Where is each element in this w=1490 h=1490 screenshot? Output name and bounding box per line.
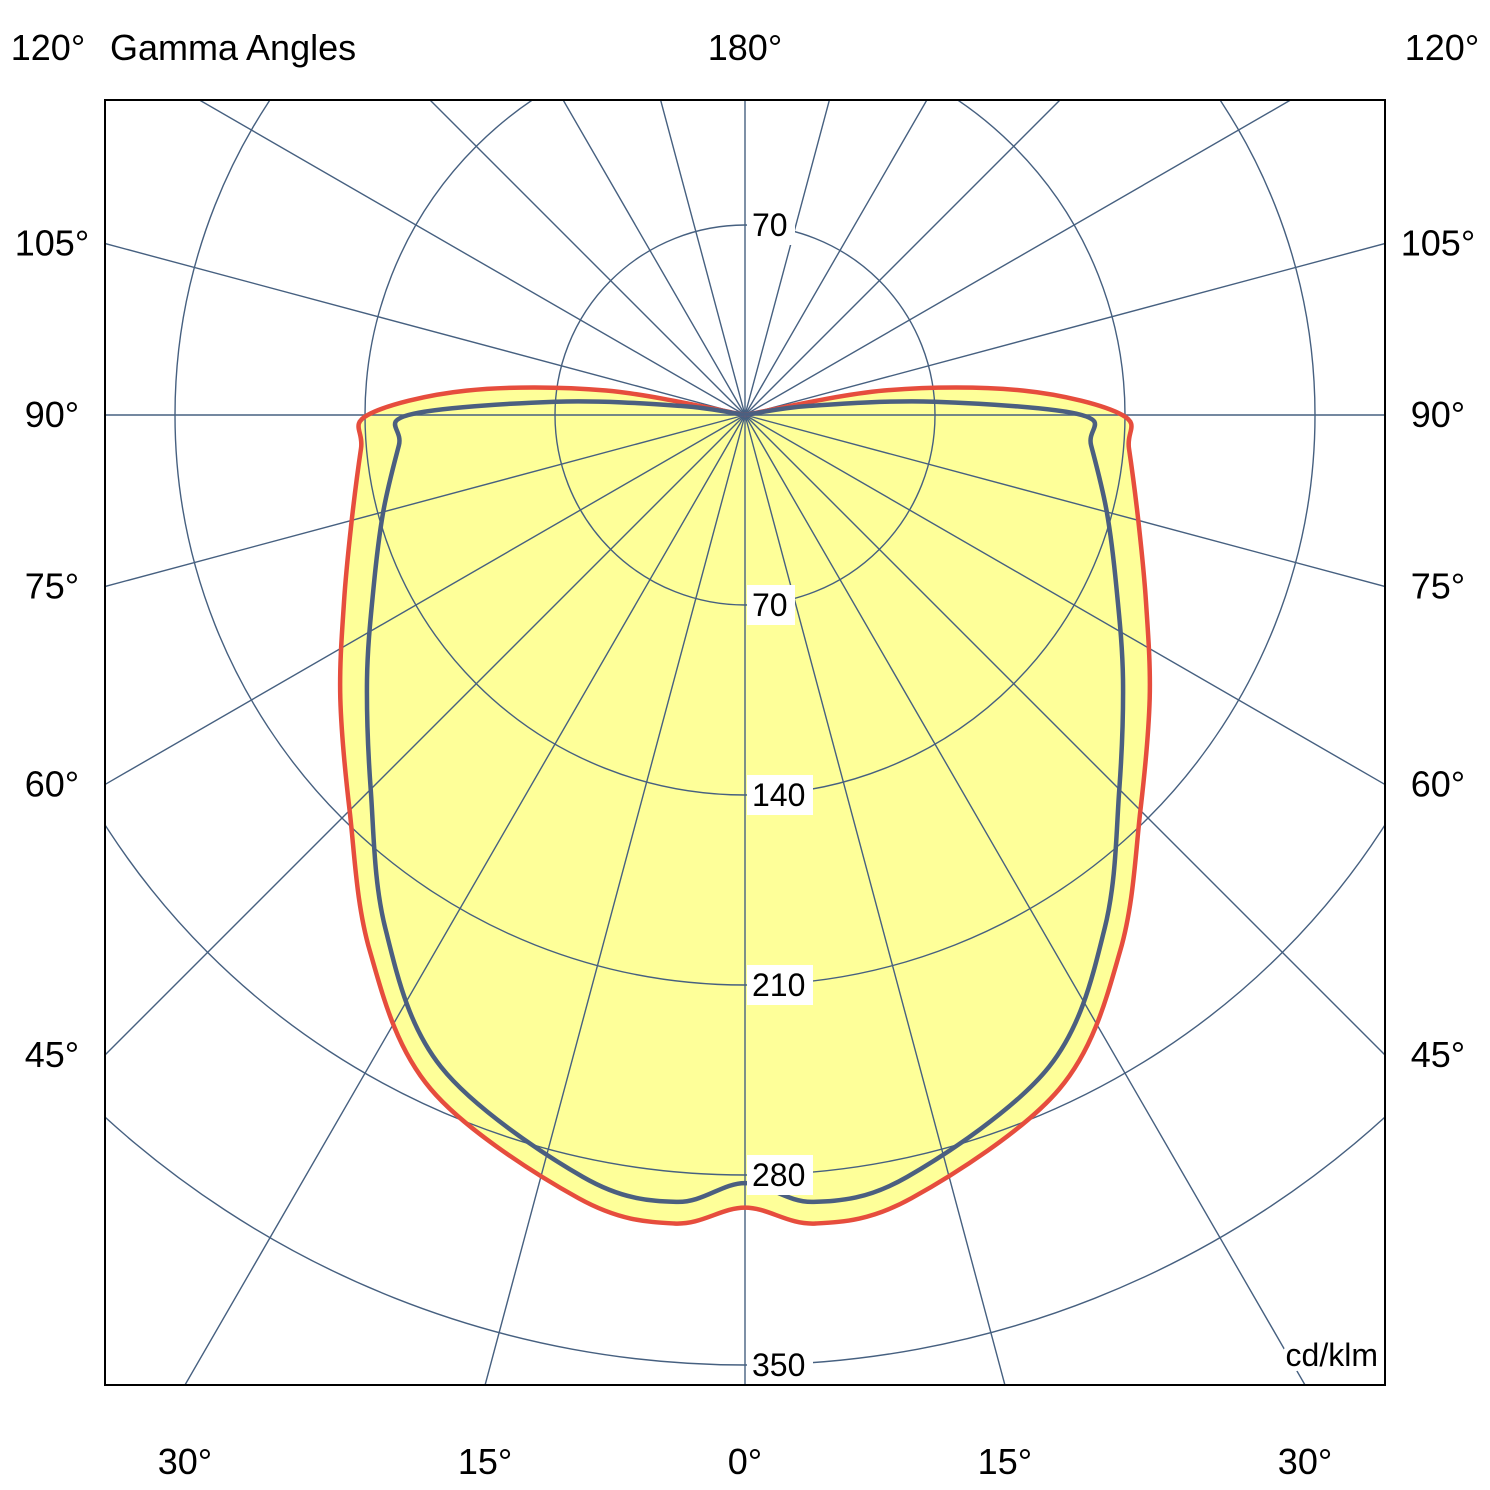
angle-labels-layer: 120° 180° 120° 105° 105° 90° 90° 75° 75° 60° 60° 45…: [11, 27, 1479, 1482]
gamma-angle-label-left: 45°: [25, 1034, 79, 1075]
curve-c0-c180: [337, 385, 1153, 1226]
ring-label-bg: [747, 585, 795, 625]
grid-radial-line: [744, 100, 928, 416]
gamma-angle-label-right: 45°: [1411, 1034, 1465, 1075]
gamma-angle-label-top: 120°: [1405, 27, 1479, 68]
gamma-angle-label-right: 75°: [1411, 565, 1465, 606]
ring-labels-layer: 70 140 210 280 350 70: [747, 205, 813, 1385]
gamma-angle-label-bottom: 30°: [158, 1441, 212, 1482]
grid-radial-line: [744, 100, 1061, 416]
gamma-angle-label-left: 105°: [15, 223, 89, 264]
gamma-angle-label-right: 105°: [1401, 223, 1475, 264]
ring-label-bg: [747, 205, 795, 245]
gamma-angle-label-top: 180°: [708, 27, 782, 68]
grid-radial-line: [744, 242, 1385, 416]
ring-label: 140: [752, 777, 805, 813]
gamma-angle-label-left: 60°: [25, 764, 79, 805]
ring-label-bg: [747, 775, 813, 815]
gamma-angle-label-left: 75°: [25, 565, 79, 606]
grid-radial-line: [429, 100, 746, 416]
grid-radial-line: [105, 414, 746, 588]
gamma-angle-label-left: 90°: [25, 394, 79, 435]
grid-radial-line: [659, 100, 746, 416]
intensity-curves-layer: [337, 385, 1153, 1226]
gamma-angle-label-bottom: 15°: [978, 1441, 1032, 1482]
gamma-angle-label-bottom: 15°: [458, 1441, 512, 1482]
grid-radial-line: [744, 414, 1385, 588]
curve-c90-c270: [364, 399, 1126, 1205]
grid-radial-line: [744, 414, 1385, 786]
gamma-angle-label-top: 120°: [11, 27, 85, 68]
ring-label-bg: [747, 1345, 813, 1385]
gamma-angle-label-right: 90°: [1411, 394, 1465, 435]
grid-radial-line: [744, 414, 1006, 1385]
grid-radial-line: [744, 100, 1292, 416]
ring-label: 70: [752, 207, 788, 243]
ring-label: 280: [752, 1157, 805, 1193]
ring-label-bg: [747, 1155, 813, 1195]
grid-radial-line: [184, 414, 746, 1385]
unit-label: cd/klm: [1286, 1337, 1378, 1373]
ring-label: 210: [752, 967, 805, 1003]
gamma-angle-label-right: 60°: [1411, 764, 1465, 805]
gamma-angle-label-bottom: 0°: [728, 1441, 762, 1482]
chart-title: Gamma Angles: [110, 27, 356, 68]
grid-radial-line: [484, 414, 746, 1385]
grid-radial-line: [198, 100, 746, 416]
gamma-angle-label-bottom: 30°: [1278, 1441, 1332, 1482]
grid-radial-line: [105, 414, 746, 786]
grid-radial-line: [744, 414, 1385, 1056]
grid-radial-line: [562, 100, 746, 416]
ring-label: 70: [752, 587, 788, 623]
grid-radial-line: [744, 100, 831, 416]
grid-radial-line: [105, 242, 746, 416]
ring-label: 350: [752, 1347, 805, 1383]
ring-label-bg: [747, 965, 813, 1005]
grid-radial-line: [105, 414, 746, 1056]
grid-radial-line: [744, 414, 1306, 1385]
plot-border: [104, 99, 1386, 1386]
